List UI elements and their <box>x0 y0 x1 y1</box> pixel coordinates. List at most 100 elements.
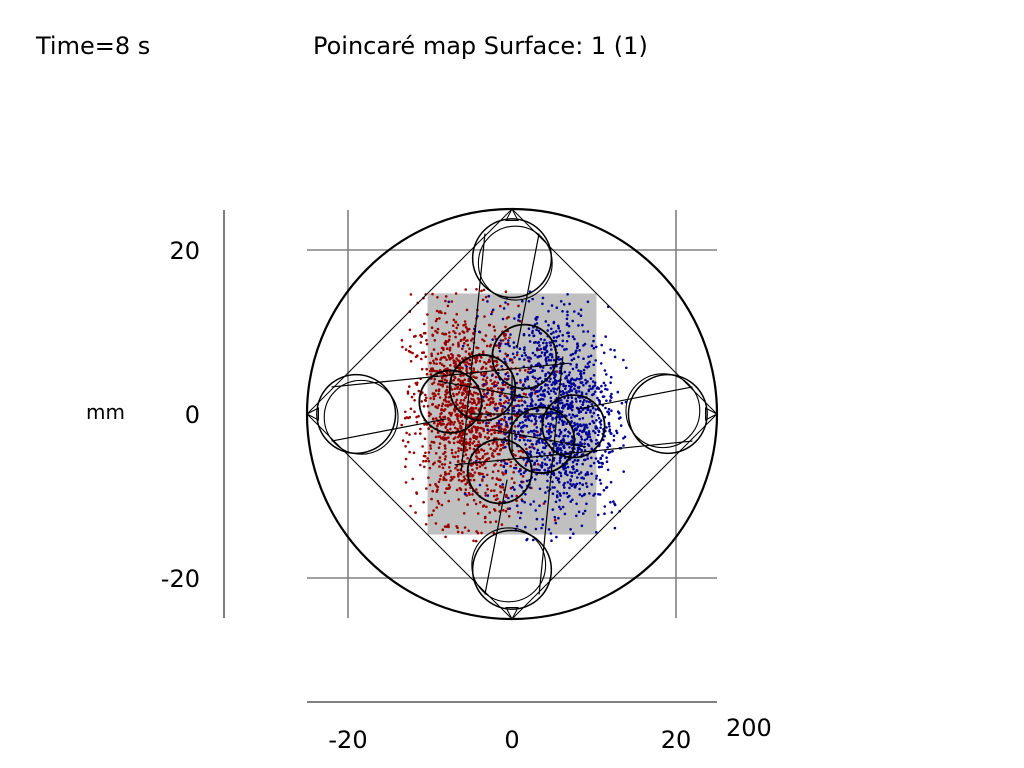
data-point <box>588 384 591 388</box>
data-point <box>474 357 478 361</box>
data-point <box>571 367 575 371</box>
data-point <box>454 436 457 439</box>
data-point <box>560 449 563 452</box>
data-point <box>619 416 622 419</box>
data-point <box>446 340 450 343</box>
data-point <box>494 344 498 347</box>
data-point <box>575 462 579 466</box>
x-axis-label: 200 <box>726 714 772 742</box>
data-point <box>484 334 488 337</box>
data-point <box>554 500 558 504</box>
data-point <box>512 346 516 349</box>
data-point <box>566 481 570 484</box>
data-point <box>528 445 531 449</box>
data-point <box>615 429 618 433</box>
data-point <box>538 504 541 508</box>
data-point <box>533 341 536 344</box>
data-point <box>459 338 463 342</box>
data-point <box>436 499 440 503</box>
rod-line <box>454 440 693 466</box>
data-point <box>499 490 502 494</box>
data-point <box>570 377 573 381</box>
data-point <box>540 465 544 469</box>
data-point <box>443 450 447 454</box>
data-point <box>543 389 546 392</box>
data-point <box>562 483 565 487</box>
pole-circle <box>316 373 397 455</box>
data-point <box>508 336 511 340</box>
data-point <box>535 390 539 393</box>
data-point <box>486 488 490 491</box>
data-point <box>447 523 450 527</box>
data-point <box>579 370 583 373</box>
data-point <box>488 323 492 327</box>
data-point <box>539 332 543 335</box>
data-point <box>552 336 556 339</box>
data-point <box>539 388 543 391</box>
data-point <box>570 358 574 362</box>
rod-line <box>331 362 570 388</box>
data-point <box>506 396 509 400</box>
data-point <box>412 451 416 455</box>
data-point <box>426 404 430 408</box>
data-point <box>436 352 440 356</box>
data-point <box>561 407 565 410</box>
data-point <box>524 418 528 422</box>
data-point <box>490 374 494 377</box>
data-point <box>499 398 502 402</box>
data-point <box>475 403 478 407</box>
data-point <box>447 300 451 304</box>
data-point <box>600 461 603 465</box>
data-point <box>520 429 523 433</box>
data-point <box>455 326 459 330</box>
data-point <box>518 347 522 351</box>
data-point <box>462 475 466 479</box>
data-point <box>546 415 549 419</box>
data-point <box>549 344 552 347</box>
data-point <box>430 326 434 330</box>
data-point <box>567 373 571 377</box>
data-point <box>520 410 523 414</box>
data-point <box>464 350 468 353</box>
data-point <box>559 507 562 511</box>
data-point <box>555 306 559 310</box>
data-point <box>557 434 561 438</box>
data-point <box>447 422 450 425</box>
data-point <box>440 311 443 315</box>
data-point <box>579 381 582 384</box>
data-point <box>490 454 494 457</box>
data-point <box>523 348 526 352</box>
data-point <box>515 353 519 357</box>
data-point <box>517 470 521 473</box>
data-point <box>450 448 454 452</box>
data-point <box>486 494 490 497</box>
data-point <box>496 452 500 456</box>
data-point <box>481 352 485 355</box>
data-point <box>555 344 559 348</box>
data-point <box>436 488 439 492</box>
data-point <box>486 300 489 303</box>
data-point <box>595 387 599 390</box>
data-point <box>555 535 558 539</box>
data-point <box>515 494 518 498</box>
data-point <box>403 416 407 420</box>
data-point <box>424 454 427 458</box>
data-point <box>579 471 583 474</box>
data-point <box>442 409 445 412</box>
data-point <box>565 422 568 426</box>
data-point <box>523 438 526 442</box>
data-point <box>546 479 549 483</box>
data-point <box>547 528 551 531</box>
data-point <box>453 420 456 424</box>
data-point <box>483 361 486 364</box>
data-point <box>428 466 432 470</box>
data-point <box>535 318 538 321</box>
data-point <box>455 312 459 316</box>
data-point <box>609 348 612 351</box>
data-point <box>479 472 482 475</box>
data-point <box>499 404 503 408</box>
data-point <box>551 480 554 484</box>
data-point <box>590 472 593 476</box>
data-point <box>516 372 519 376</box>
